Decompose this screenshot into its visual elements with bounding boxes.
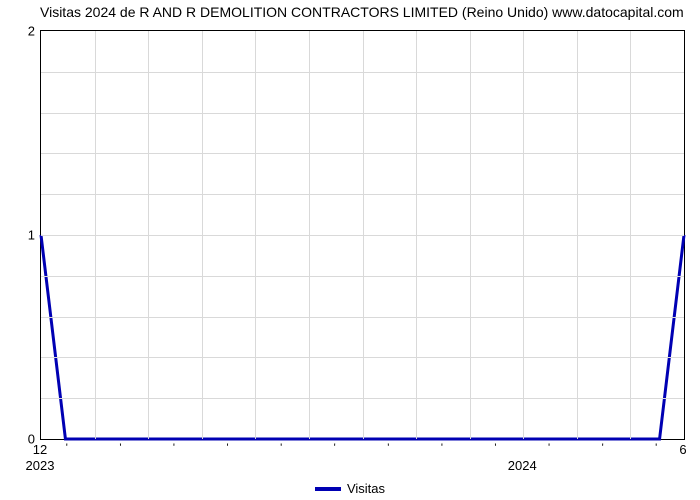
x-minor-tick: ' [226, 442, 228, 454]
gridline-vertical [255, 31, 256, 439]
gridline-vertical [416, 31, 417, 439]
y-axis-label: 2 [5, 24, 35, 39]
x-minor-tick: ' [334, 442, 336, 454]
x-minor-tick: ' [173, 442, 175, 454]
x-minor-tick: ' [494, 442, 496, 454]
x-axis-month-label: 12 [33, 442, 47, 457]
x-minor-tick: ' [655, 442, 657, 454]
y-axis-label: 1 [5, 228, 35, 243]
x-minor-tick: ' [280, 442, 282, 454]
legend: Visitas [0, 480, 700, 496]
x-axis-year-label: 2024 [508, 458, 537, 473]
x-minor-tick: ' [602, 442, 604, 454]
x-minor-tick: ' [441, 442, 443, 454]
x-minor-tick: ' [387, 442, 389, 454]
gridline-vertical [523, 31, 524, 439]
chart-container: Visitas 2024 de R AND R DEMOLITION CONTR… [0, 0, 700, 500]
gridline-vertical [577, 31, 578, 439]
legend-swatch [315, 487, 341, 491]
gridline-vertical [630, 31, 631, 439]
gridline-vertical [309, 31, 310, 439]
gridline-vertical [202, 31, 203, 439]
legend-label: Visitas [347, 481, 385, 496]
x-minor-tick: ' [66, 442, 68, 454]
gridline-vertical [363, 31, 364, 439]
plot-area [40, 30, 685, 440]
y-axis-label: 0 [5, 432, 35, 447]
x-minor-tick: ' [119, 442, 121, 454]
x-axis-year-label: 2023 [26, 458, 55, 473]
x-axis-month-label: 6 [679, 442, 686, 457]
gridline-vertical [95, 31, 96, 439]
x-minor-tick: ' [548, 442, 550, 454]
gridline-vertical [470, 31, 471, 439]
gridline-vertical [148, 31, 149, 439]
chart-title: Visitas 2024 de R AND R DEMOLITION CONTR… [40, 4, 690, 20]
